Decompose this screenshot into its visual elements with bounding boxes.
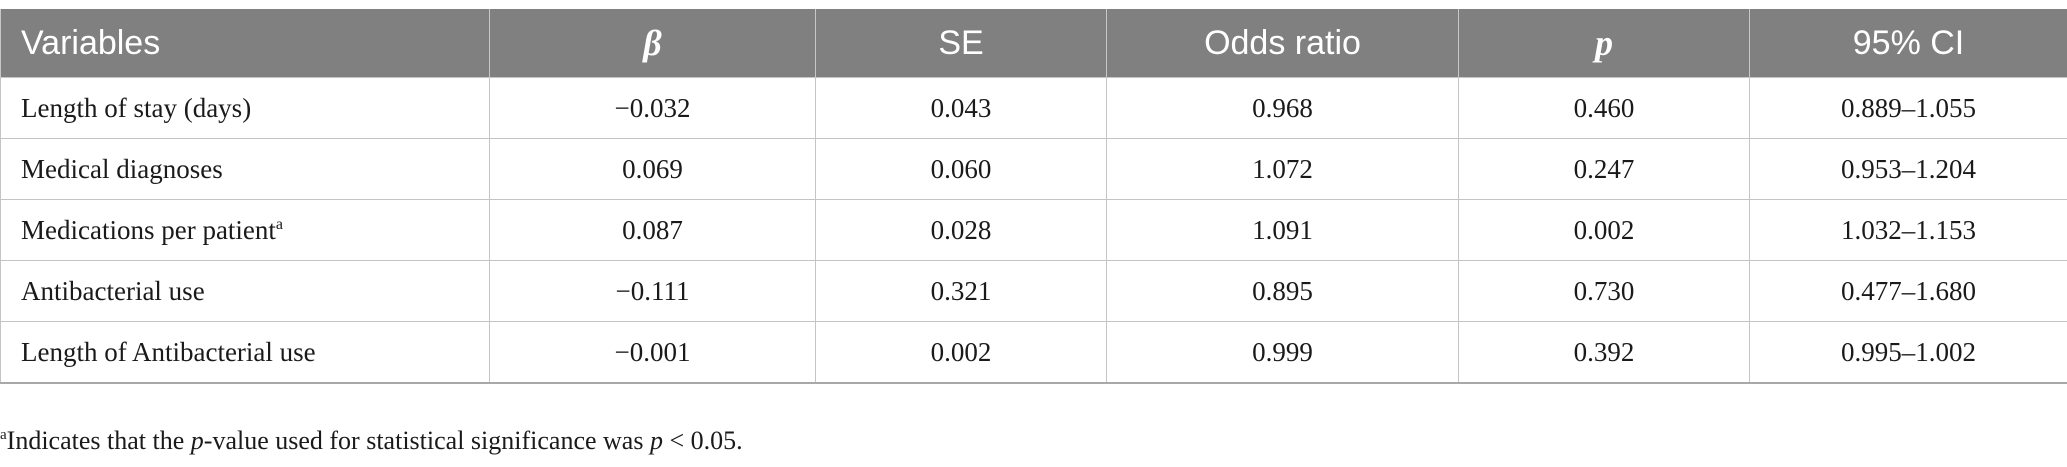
- cell-se: 0.060: [815, 138, 1107, 200]
- table-row: Length of stay (days) −0.032 0.043 0.968…: [0, 77, 2067, 139]
- cell-p: 0.392: [1458, 321, 1750, 384]
- table-row: Antibacterial use −0.111 0.321 0.895 0.7…: [0, 260, 2067, 322]
- cell-variable: Antibacterial use: [0, 260, 490, 322]
- cell-variable: Medical diagnoses: [0, 138, 490, 200]
- header-odds-ratio: Odds ratio: [1106, 9, 1459, 78]
- cell-se: 0.043: [815, 77, 1107, 139]
- cell-p: 0.247: [1458, 138, 1750, 200]
- table-row: Medications per patienta 0.087 0.028 1.0…: [0, 199, 2067, 261]
- cell-se: 0.002: [815, 321, 1107, 384]
- cell-ci: 0.995–1.002: [1749, 321, 2067, 384]
- header-se: SE: [815, 9, 1107, 78]
- cell-ci: 0.889–1.055: [1749, 77, 2067, 139]
- cell-ci: 1.032–1.153: [1749, 199, 2067, 261]
- cell-se: 0.321: [815, 260, 1107, 322]
- cell-beta: −0.001: [489, 321, 816, 384]
- cell-ci: 0.477–1.680: [1749, 260, 2067, 322]
- cell-variable: Length of Antibacterial use: [0, 321, 490, 384]
- cell-beta: 0.087: [489, 199, 816, 261]
- results-table: Variables β SE Odds ratio p 95% CI Lengt…: [0, 9, 2067, 384]
- cell-se: 0.028: [815, 199, 1107, 261]
- cell-odds-ratio: 0.999: [1106, 321, 1459, 384]
- table-footnote: aIndicates that the p-value used for sta…: [0, 426, 743, 455]
- header-ci: 95% CI: [1749, 9, 2067, 78]
- cell-odds-ratio: 0.895: [1106, 260, 1459, 322]
- table-row: Medical diagnoses 0.069 0.060 1.072 0.24…: [0, 138, 2067, 200]
- header-variables: Variables: [0, 9, 490, 78]
- cell-p: 0.730: [1458, 260, 1750, 322]
- header-beta: β: [489, 9, 816, 78]
- cell-odds-ratio: 1.072: [1106, 138, 1459, 200]
- cell-variable: Medications per patienta: [0, 199, 490, 261]
- cell-beta: −0.111: [489, 260, 816, 322]
- cell-ci: 0.953–1.204: [1749, 138, 2067, 200]
- cell-odds-ratio: 0.968: [1106, 77, 1459, 139]
- header-p: p: [1458, 9, 1750, 78]
- cell-p: 0.460: [1458, 77, 1750, 139]
- footnote-marker: a: [275, 215, 284, 233]
- footnote-marker: a: [0, 427, 7, 443]
- cell-p: 0.002: [1458, 199, 1750, 261]
- table-row: Length of Antibacterial use −0.001 0.002…: [0, 321, 2067, 384]
- cell-variable: Length of stay (days): [0, 77, 490, 139]
- cell-beta: −0.032: [489, 77, 816, 139]
- cell-odds-ratio: 1.091: [1106, 199, 1459, 261]
- cell-beta: 0.069: [489, 138, 816, 200]
- header-row: Variables β SE Odds ratio p 95% CI: [0, 9, 2067, 78]
